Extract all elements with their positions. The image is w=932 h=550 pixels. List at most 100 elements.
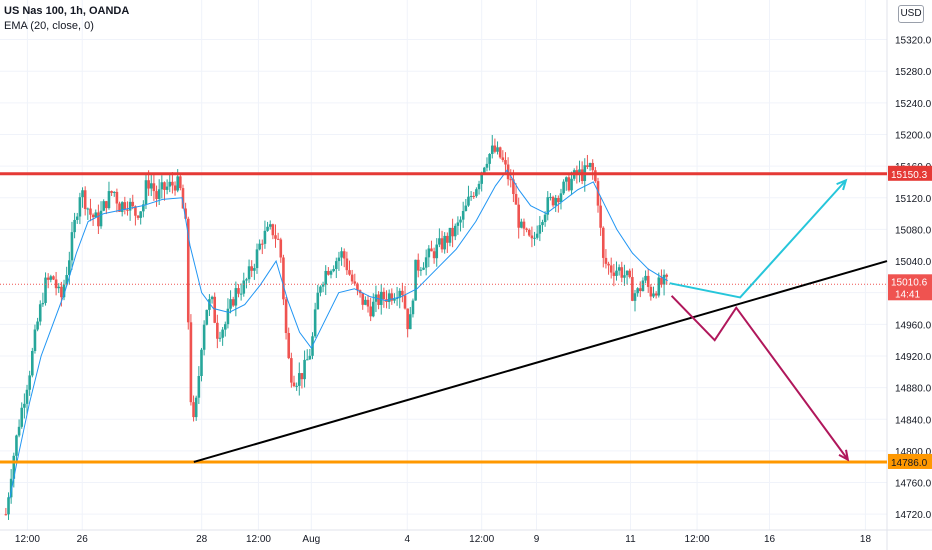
candle-body	[570, 178, 573, 191]
candle-body	[321, 284, 325, 287]
candle-body	[271, 224, 275, 236]
x-tick-label: 18	[860, 534, 872, 545]
candle-body	[345, 258, 349, 271]
y-tick-label: 14800.0	[895, 447, 932, 458]
symbol-title[interactable]: US Nas 100, 1h, OANDA	[4, 5, 130, 17]
candle-body	[292, 382, 296, 387]
candle-body	[186, 218, 190, 323]
bearish-projection-arrow-arrowhead	[838, 449, 850, 462]
y-tick-label: 14720.0	[895, 510, 932, 521]
candle-body	[126, 209, 129, 211]
candle-body	[631, 277, 634, 301]
candle-body	[194, 397, 198, 418]
candle-body	[282, 257, 285, 300]
candle-body	[533, 237, 536, 239]
candle-body	[535, 233, 539, 238]
currency-button[interactable]: USD	[898, 5, 924, 23]
candle-body	[266, 226, 269, 231]
candle-body	[316, 292, 320, 310]
candle-body	[504, 160, 507, 165]
candle-body	[411, 300, 415, 315]
candle-body	[210, 296, 214, 300]
candle-body	[168, 181, 172, 187]
resistance-price-label: 15150.3	[891, 170, 928, 181]
candle-body	[83, 190, 87, 209]
candle-body	[657, 277, 661, 296]
candle-body	[70, 232, 74, 261]
candle-body	[149, 183, 153, 189]
support-price-label-bg	[888, 453, 932, 469]
candle-body	[609, 265, 613, 273]
candle-body	[115, 191, 119, 204]
x-tick-label: 11	[625, 534, 636, 545]
candle-body	[105, 201, 108, 209]
candle-body	[297, 373, 301, 386]
candle-body	[591, 162, 595, 171]
ema-indicator-label[interactable]: EMA (20, close, 0)	[4, 20, 94, 32]
candle-body	[118, 203, 121, 212]
candle-body	[313, 309, 317, 337]
candle-body	[189, 322, 193, 403]
candle-body	[163, 182, 166, 190]
candle-body	[361, 293, 365, 305]
candle-body	[551, 196, 555, 206]
candle-body	[586, 165, 589, 167]
candle-body	[134, 206, 137, 216]
candle-body	[446, 235, 449, 243]
candle-body	[60, 286, 63, 298]
candle-body	[136, 215, 140, 218]
candle-body	[231, 299, 235, 306]
candle-body	[25, 389, 29, 404]
candle-body	[46, 277, 50, 280]
candle-body	[290, 358, 293, 383]
candle-body	[102, 201, 105, 211]
candle-body	[176, 176, 179, 191]
candle-body	[607, 263, 610, 266]
candle-body	[514, 194, 518, 205]
candle-body	[369, 306, 372, 317]
y-tick-label: 15080.0	[895, 225, 932, 236]
y-tick-label: 15280.0	[895, 67, 932, 78]
candle-body	[641, 280, 645, 292]
candle-body	[327, 270, 330, 275]
x-tick-label: 4	[404, 534, 410, 545]
candle-body	[41, 302, 45, 305]
resistance-price-label-bg	[888, 165, 932, 181]
candle-body	[530, 235, 534, 239]
candle-body	[329, 271, 333, 275]
candle-body	[23, 403, 26, 408]
candle-body	[15, 435, 18, 456]
candle-body	[65, 275, 68, 285]
candle-body	[12, 455, 16, 479]
candle-body	[512, 179, 515, 195]
candle-body	[652, 293, 655, 297]
candle-body	[200, 349, 203, 377]
candle-body	[633, 293, 637, 301]
candle-body	[403, 295, 407, 309]
y-tick-label: 15320.0	[895, 36, 932, 47]
candle-body	[36, 321, 39, 330]
candle-body	[654, 293, 658, 296]
candle-body	[459, 219, 462, 223]
candle-body	[337, 257, 341, 262]
candle-body	[493, 145, 497, 152]
candle-body	[488, 153, 491, 164]
candle-body	[501, 157, 505, 161]
candle-body	[75, 216, 79, 220]
candle-body	[260, 243, 264, 245]
x-tick-label: 26	[77, 534, 89, 545]
ascending-trendline	[193, 260, 888, 463]
candle-body	[649, 286, 653, 297]
candle-body	[480, 172, 483, 184]
candle-body	[615, 270, 618, 276]
candle-body	[89, 208, 92, 215]
candle-body	[424, 257, 428, 268]
candle-body	[73, 219, 76, 233]
candle-body	[213, 296, 217, 323]
candle-body	[28, 375, 31, 390]
candle-body	[144, 180, 148, 205]
candle-body	[377, 294, 380, 305]
candle-body	[557, 197, 560, 203]
candle-body	[258, 243, 261, 250]
